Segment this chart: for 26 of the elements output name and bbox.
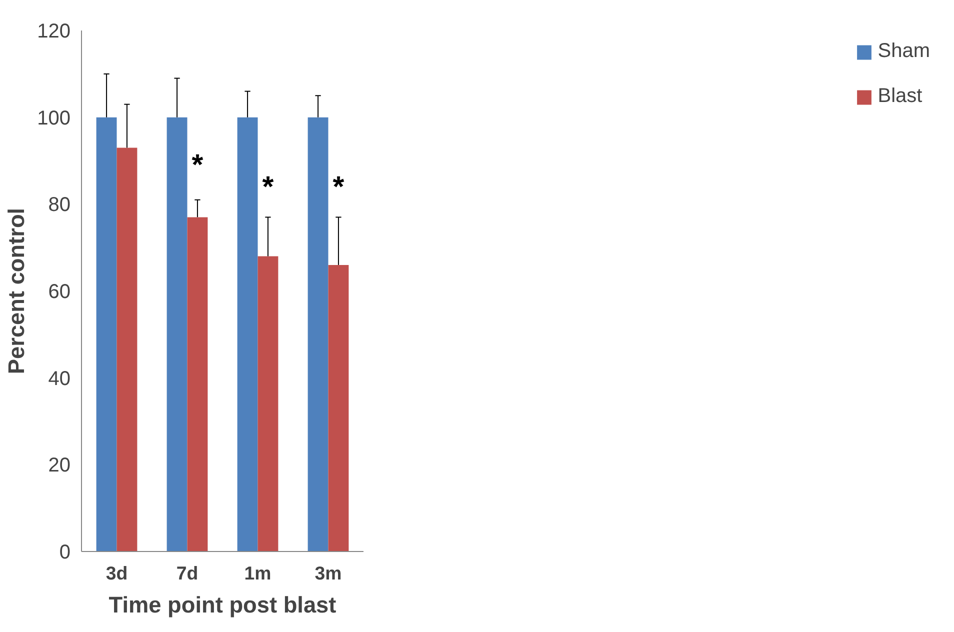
bar xyxy=(116,148,138,552)
bar xyxy=(96,117,117,552)
bar xyxy=(187,217,208,552)
legend-label: Sham xyxy=(878,40,930,63)
x-tick-label: 3d xyxy=(106,562,128,584)
y-tick-label: 40 xyxy=(48,368,71,390)
annotation: * xyxy=(262,170,274,204)
x-tick-label: 3m xyxy=(314,562,342,584)
y-tick-label: 120 xyxy=(37,20,71,42)
y-tick-label: 20 xyxy=(48,454,71,477)
y-tick-label: 0 xyxy=(59,542,70,564)
bar xyxy=(237,117,258,552)
bar xyxy=(308,117,328,552)
x-tick-label: 1m xyxy=(244,562,272,584)
bar xyxy=(328,264,349,552)
x-axis-title: Time point post blast xyxy=(108,592,337,618)
legend-label: Blast xyxy=(878,85,922,108)
y-axis-title: Percent control xyxy=(3,208,30,374)
x-tick-label: 7d xyxy=(176,562,198,584)
annotation: * xyxy=(192,148,204,182)
y-tick-label: 100 xyxy=(37,107,71,130)
y-tick-label: 80 xyxy=(48,194,71,216)
bar xyxy=(166,117,188,552)
y-tick-label: 60 xyxy=(48,281,71,303)
bar xyxy=(258,256,278,552)
annotation: * xyxy=(332,170,345,204)
